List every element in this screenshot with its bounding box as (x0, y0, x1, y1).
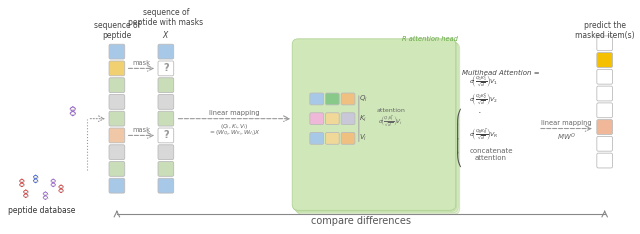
FancyBboxPatch shape (158, 95, 173, 109)
FancyBboxPatch shape (109, 128, 125, 143)
FancyBboxPatch shape (158, 161, 173, 176)
FancyBboxPatch shape (597, 120, 612, 135)
FancyBboxPatch shape (109, 111, 125, 126)
Text: sequence of
peptide with masks
$X$: sequence of peptide with masks $X$ (128, 8, 204, 40)
FancyBboxPatch shape (597, 86, 612, 101)
Text: $K_i$: $K_i$ (359, 113, 367, 124)
Text: $\sigma\!\left(\frac{Q_i K_i^T}{\sqrt{d}}\right)\!V_i$: $\sigma\!\left(\frac{Q_i K_i^T}{\sqrt{d}… (378, 113, 403, 130)
FancyBboxPatch shape (341, 93, 355, 105)
FancyBboxPatch shape (326, 113, 339, 124)
FancyBboxPatch shape (310, 132, 324, 144)
FancyBboxPatch shape (326, 93, 339, 105)
Text: ⎛
⎜
⎜
⎝: ⎛ ⎜ ⎜ ⎝ (456, 109, 462, 167)
FancyBboxPatch shape (597, 53, 612, 67)
FancyBboxPatch shape (109, 95, 125, 109)
FancyBboxPatch shape (158, 44, 173, 59)
FancyBboxPatch shape (310, 113, 324, 124)
FancyBboxPatch shape (341, 132, 355, 144)
FancyBboxPatch shape (310, 93, 324, 105)
Text: sequence of
peptide: sequence of peptide (93, 21, 140, 40)
Text: predict the
masked item(s): predict the masked item(s) (575, 21, 634, 40)
FancyBboxPatch shape (158, 128, 173, 143)
Text: mask: mask (132, 60, 150, 66)
FancyBboxPatch shape (158, 111, 173, 126)
FancyBboxPatch shape (597, 103, 612, 118)
Text: $(Q_i, K_i, V_i)$: $(Q_i, K_i, V_i)$ (220, 122, 249, 131)
FancyBboxPatch shape (597, 136, 612, 151)
Text: peptide database: peptide database (8, 206, 75, 216)
FancyBboxPatch shape (109, 145, 125, 160)
Text: mask: mask (132, 127, 150, 133)
Text: ?: ? (163, 63, 169, 73)
Text: Multihead Attention =: Multihead Attention = (461, 70, 540, 76)
Text: R attention head: R attention head (402, 36, 458, 42)
Text: compare differences: compare differences (311, 216, 411, 226)
FancyBboxPatch shape (294, 41, 458, 213)
FancyBboxPatch shape (293, 40, 457, 211)
Text: $\sigma\!\left(\frac{Q_R K_R^T}{\sqrt{d}}\right)\!V_R$: $\sigma\!\left(\frac{Q_R K_R^T}{\sqrt{d}… (470, 127, 499, 142)
FancyBboxPatch shape (158, 61, 173, 76)
FancyBboxPatch shape (296, 43, 460, 214)
Text: $Q_i$: $Q_i$ (359, 94, 367, 104)
FancyBboxPatch shape (109, 61, 125, 76)
FancyBboxPatch shape (292, 39, 456, 210)
Text: attention: attention (376, 108, 405, 113)
FancyBboxPatch shape (597, 36, 612, 51)
Text: $V_i$: $V_i$ (359, 133, 367, 143)
FancyBboxPatch shape (109, 44, 125, 59)
Text: $= (W_{Q_i}, W_{K_i}, W_{V_i})X$: $= (W_{Q_i}, W_{K_i}, W_{V_i})X$ (208, 128, 261, 138)
Text: linear mapping: linear mapping (541, 120, 592, 126)
Text: $\sigma\!\left(\frac{Q_1 K_1^T}{\sqrt{d}}\right)\!V_1$: $\sigma\!\left(\frac{Q_1 K_1^T}{\sqrt{d}… (470, 73, 498, 89)
FancyBboxPatch shape (597, 153, 612, 168)
FancyBboxPatch shape (158, 145, 173, 160)
Text: ·: · (477, 108, 481, 118)
FancyBboxPatch shape (109, 161, 125, 176)
FancyBboxPatch shape (341, 113, 355, 124)
FancyBboxPatch shape (109, 78, 125, 92)
Text: ?: ? (163, 130, 169, 140)
FancyBboxPatch shape (158, 78, 173, 92)
Text: linear mapping: linear mapping (209, 110, 260, 116)
Text: concatenate
attention: concatenate attention (469, 148, 513, 161)
FancyBboxPatch shape (597, 69, 612, 84)
FancyBboxPatch shape (109, 178, 125, 193)
Text: $\sigma\!\left(\frac{Q_2 K_2^T}{\sqrt{d}}\right)\!V_2$: $\sigma\!\left(\frac{Q_2 K_2^T}{\sqrt{d}… (470, 91, 498, 107)
FancyBboxPatch shape (158, 178, 173, 193)
FancyBboxPatch shape (326, 132, 339, 144)
Text: $MW^O$: $MW^O$ (557, 132, 576, 143)
